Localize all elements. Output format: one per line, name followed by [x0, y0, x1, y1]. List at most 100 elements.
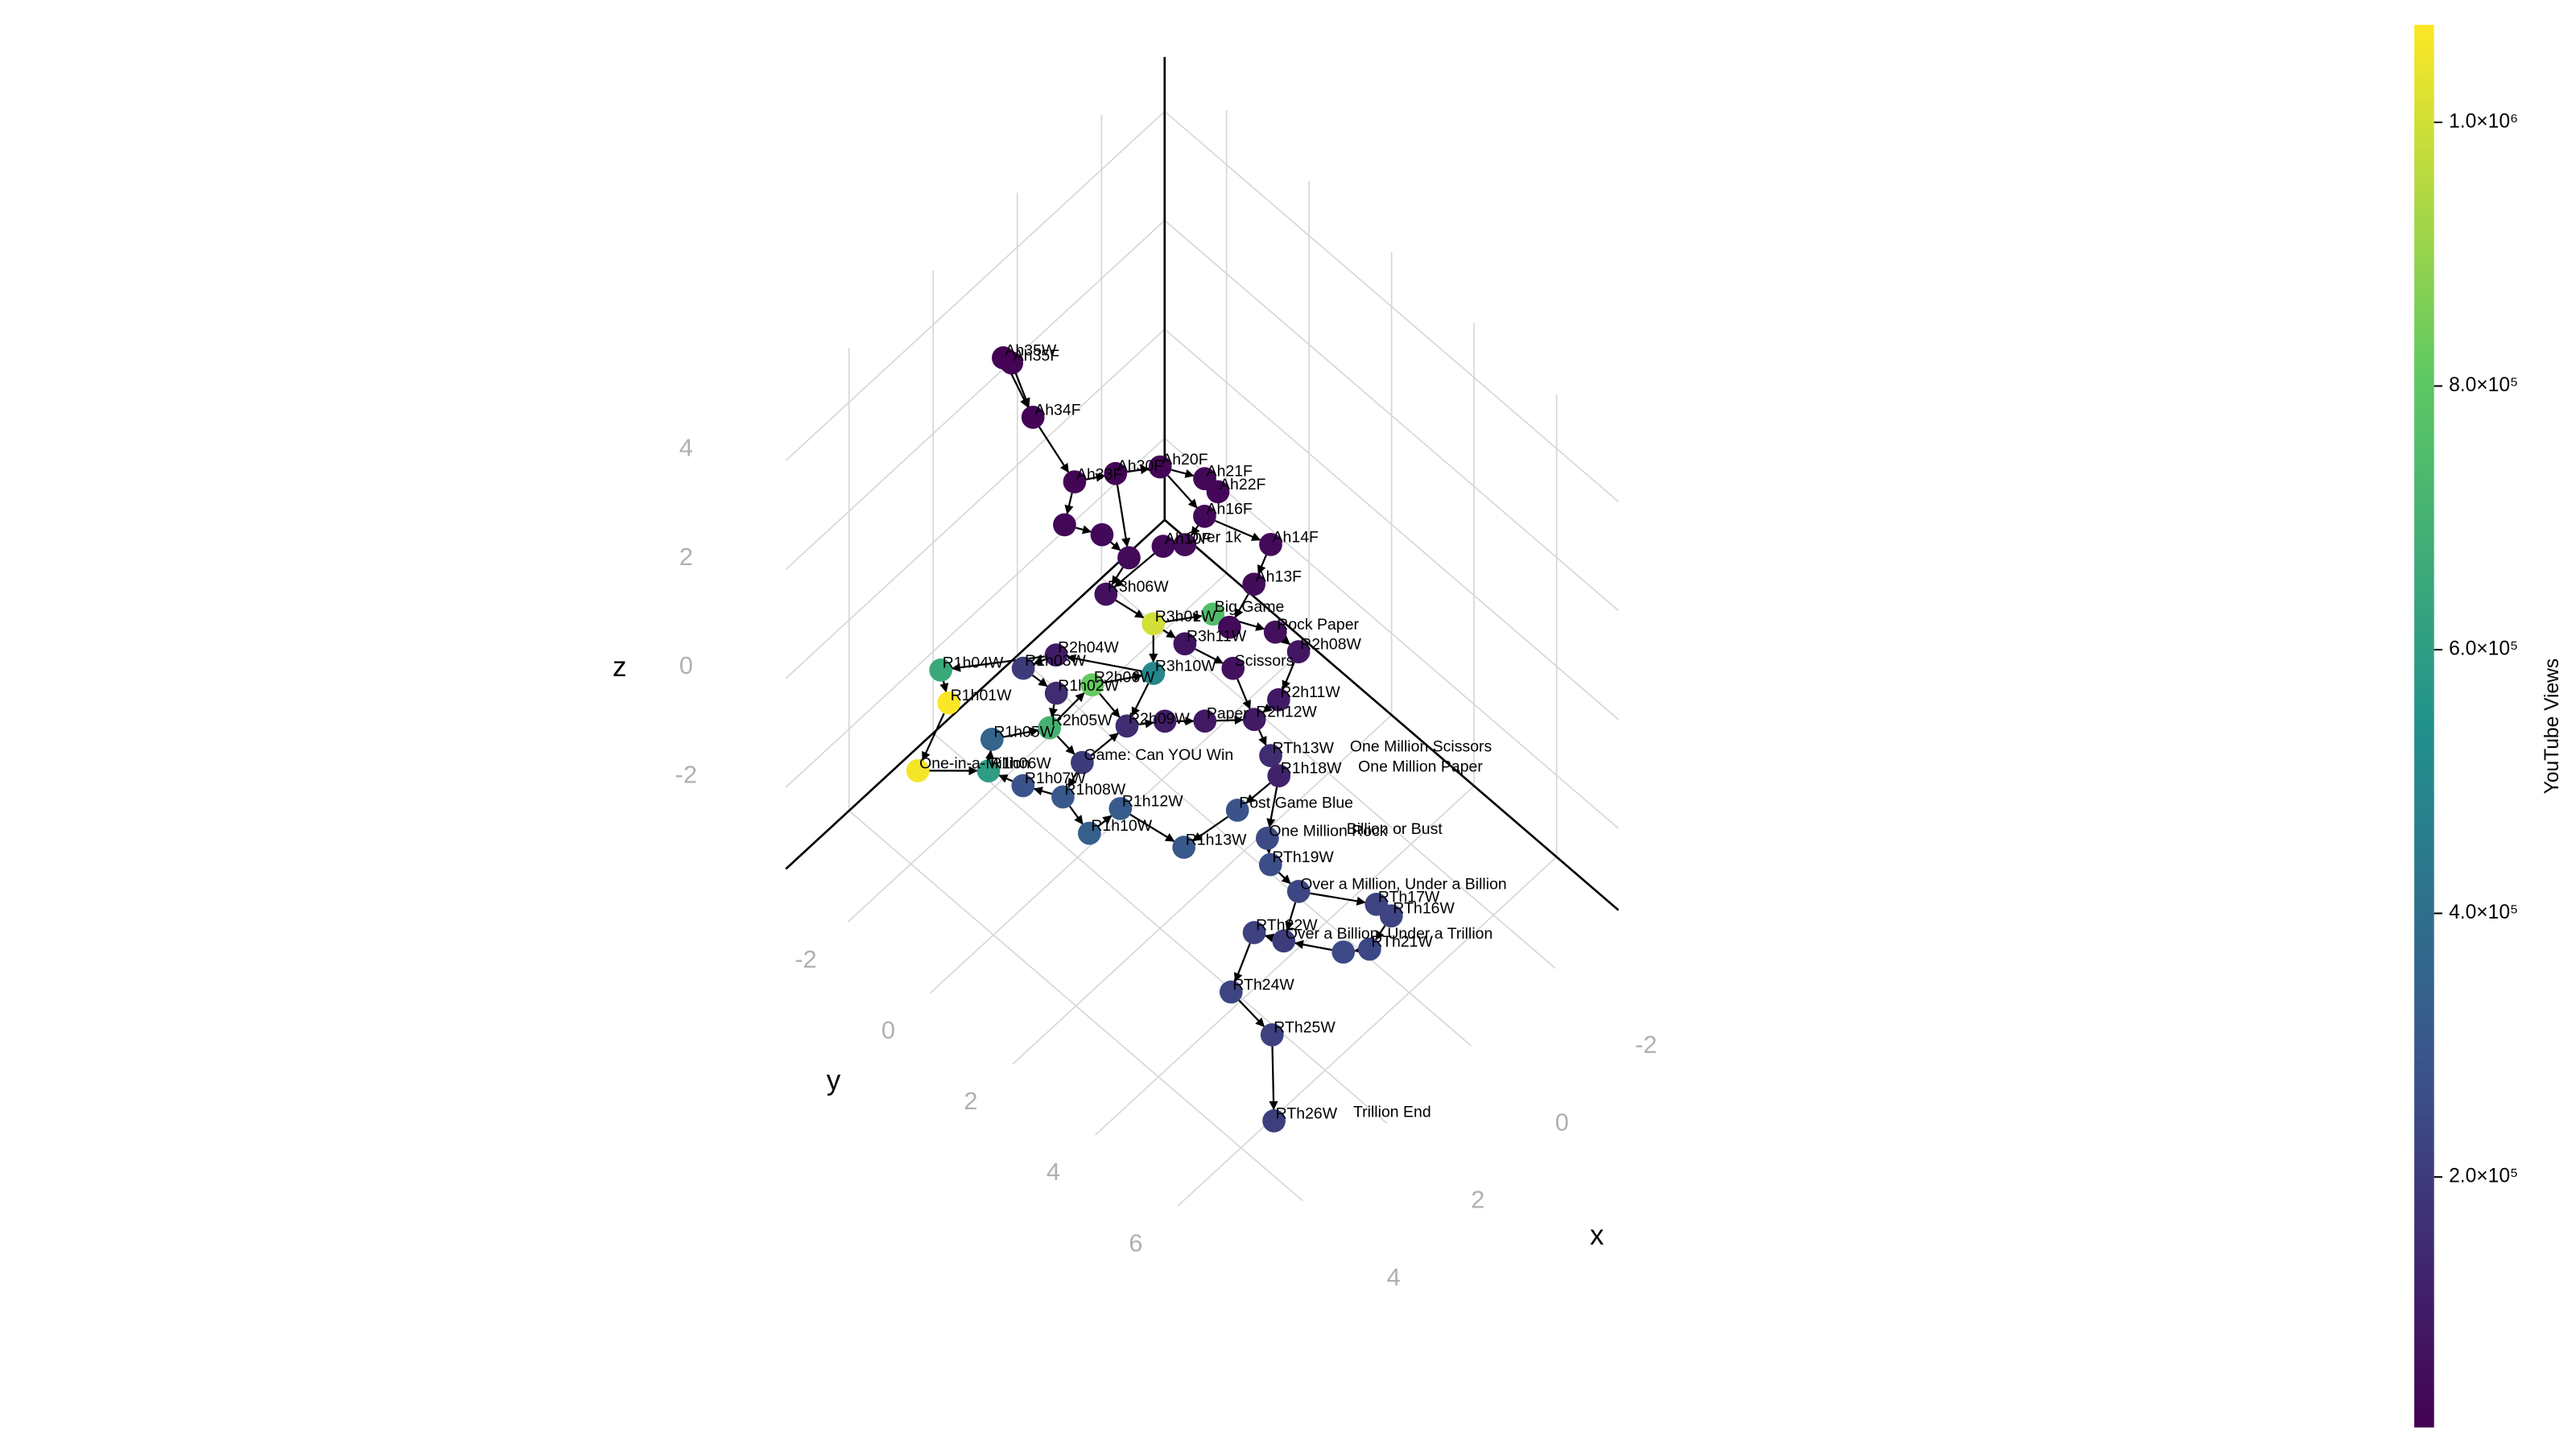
node-label: Over a Billion, Under a Trillion	[1286, 925, 1493, 943]
node	[1080, 673, 1104, 697]
edge	[1129, 813, 1175, 842]
colorbar: YouTube Views 2.0×10⁵ 4.0×10⁵ 6.0×10⁵ 8.0×1…	[2414, 24, 2563, 1428]
node-label: R1h02W	[1058, 677, 1119, 695]
edge	[1282, 662, 1295, 690]
edge	[1075, 525, 1092, 535]
node-label: RTh24W	[1232, 976, 1294, 993]
node	[1242, 921, 1266, 944]
node-label: R1h08W	[1064, 781, 1125, 799]
node-label: Rock Paper	[1277, 616, 1359, 634]
node-label: Ah34F	[1034, 401, 1080, 419]
node-label: Ah35W	[1005, 341, 1056, 359]
node-label: R2h11W	[1280, 683, 1340, 701]
node	[1173, 632, 1197, 656]
node-label: R3h06W	[1108, 578, 1169, 596]
node-label: One Million Rock	[1269, 822, 1387, 840]
node-title: One Million Paper	[1358, 758, 1483, 776]
z-tick-label: 4	[679, 434, 693, 462]
node-label: Ah13F	[1256, 568, 1302, 586]
node	[1104, 461, 1128, 485]
node	[937, 691, 961, 715]
node	[1379, 904, 1403, 928]
edge	[1238, 999, 1265, 1027]
edge	[1003, 727, 1039, 738]
node-label: Ah16F	[1206, 500, 1252, 518]
x-tick-label: 0	[1555, 1108, 1569, 1136]
edge	[1099, 692, 1121, 718]
node	[1263, 620, 1287, 644]
edge	[1115, 599, 1145, 619]
node-label: R1h01W	[951, 687, 1012, 704]
node	[1063, 470, 1087, 493]
x-tick-label: 2	[1471, 1186, 1484, 1214]
node-label: RTh22W	[1256, 916, 1318, 934]
node	[1267, 764, 1291, 788]
node-label: Ah33F	[1076, 465, 1122, 483]
node-label: R1h18W	[1281, 760, 1342, 778]
z-tick-label: -2	[675, 760, 697, 788]
node-label: R3h10W	[1155, 657, 1216, 675]
grid-line	[1095, 785, 1475, 1136]
node	[929, 658, 952, 682]
node	[1267, 687, 1290, 712]
node-label: Over 1k	[1187, 529, 1241, 547]
node	[1242, 572, 1265, 597]
node-label: Ah10F	[1165, 530, 1211, 548]
edge	[1310, 892, 1366, 906]
node	[1173, 533, 1197, 556]
node-label: Ah21F	[1207, 463, 1253, 481]
node-label: RTh19W	[1272, 848, 1334, 866]
node	[980, 728, 1004, 751]
edge	[1116, 485, 1131, 547]
node-title: Trillion End	[1353, 1103, 1431, 1121]
node	[976, 759, 1001, 782]
node-label: RTh16W	[1393, 900, 1455, 918]
node	[1221, 656, 1245, 680]
grid-line	[1012, 714, 1393, 1065]
edge	[1033, 786, 1052, 796]
node-label: RTh21W	[1371, 933, 1433, 951]
edge	[1285, 902, 1297, 931]
node-label: RTh17W	[1378, 888, 1440, 906]
node-label: R1h06W	[990, 755, 1051, 773]
node	[1259, 533, 1282, 556]
node	[1148, 455, 1172, 479]
edge	[1164, 613, 1203, 623]
node	[1206, 480, 1230, 504]
edge	[1195, 648, 1224, 664]
node-label: R1h13W	[1186, 831, 1247, 848]
node	[1286, 640, 1311, 664]
node-title: One Million Scissors	[1350, 738, 1492, 756]
edge	[1264, 933, 1275, 943]
node	[1108, 797, 1133, 820]
node	[1038, 716, 1062, 740]
node	[1258, 852, 1282, 877]
edge	[1266, 786, 1278, 828]
edge	[1111, 567, 1124, 585]
edge	[1294, 939, 1332, 952]
node	[1242, 708, 1266, 732]
node-label: Game: Can YOU Win	[1084, 746, 1233, 764]
edge	[1166, 474, 1198, 509]
node-label: Big Game	[1215, 598, 1285, 616]
node	[1272, 929, 1296, 953]
x-axis-label: x	[1590, 1220, 1604, 1251]
node	[1044, 643, 1068, 667]
node-label: Ah22F	[1220, 476, 1265, 493]
axis-frame	[785, 56, 1620, 911]
node	[1044, 681, 1068, 705]
colorbar-tick-label: 4.0×10⁵	[2449, 902, 2518, 923]
edge	[1048, 704, 1059, 718]
y-tick-label: 0	[881, 1016, 895, 1044]
node-label: RTh26W	[1276, 1104, 1338, 1122]
z-tick-label: 2	[679, 543, 693, 571]
edge	[1138, 719, 1154, 729]
edge	[1262, 703, 1273, 713]
edge	[1131, 683, 1150, 717]
grid-line	[1164, 220, 1620, 612]
edge	[1056, 735, 1075, 755]
node	[1218, 615, 1241, 639]
edge	[1068, 805, 1084, 825]
y-axis-label: y	[827, 1065, 841, 1096]
